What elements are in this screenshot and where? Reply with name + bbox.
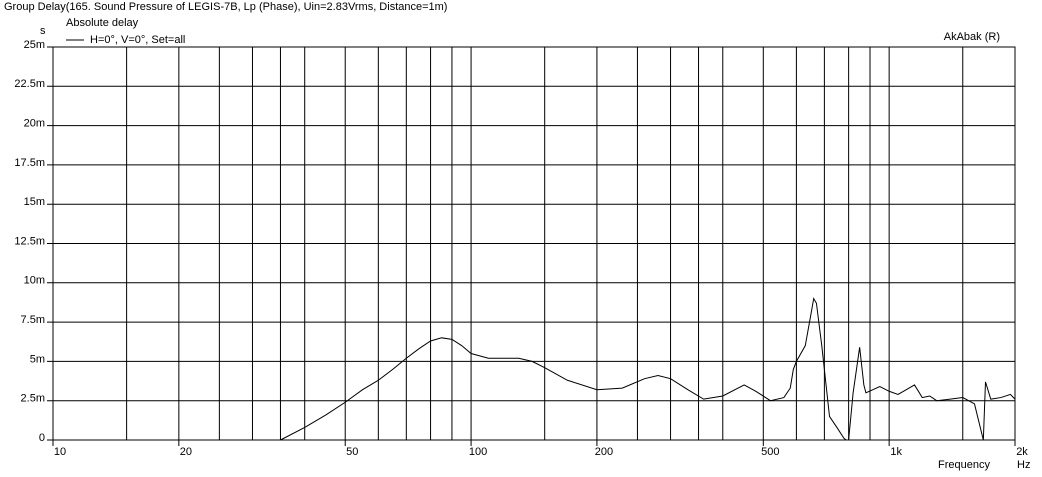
y-tick-label: 2.5m bbox=[21, 393, 45, 405]
x-tick-label: 1k bbox=[890, 446, 902, 458]
y-tick-label: 10m bbox=[24, 275, 45, 287]
y-tick-label: 0 bbox=[39, 432, 45, 444]
y-unit: s bbox=[40, 25, 46, 37]
y-tick-label: 22.5m bbox=[14, 78, 45, 90]
legend-entry: H=0°, V=0°, Set=all bbox=[90, 34, 185, 46]
y-tick-label: 12.5m bbox=[14, 235, 45, 247]
annotation: AkAbak (R) bbox=[944, 31, 1000, 43]
y-tick-label: 15m bbox=[24, 196, 45, 208]
y-tick-label: 20m bbox=[24, 118, 45, 130]
data-line bbox=[280, 297, 1016, 441]
y-tick-label: 17.5m bbox=[14, 157, 45, 169]
x-tick-label: 10 bbox=[54, 446, 66, 458]
x-tick-label: 500 bbox=[761, 446, 779, 458]
chart-title: Group Delay(165. Sound Pressure of LEGIS… bbox=[4, 1, 447, 13]
y-tick-label: 5m bbox=[30, 353, 45, 365]
y-tick-label: 25m bbox=[24, 39, 45, 51]
x-tick-label: 200 bbox=[595, 446, 613, 458]
x-unit: Hz bbox=[1017, 459, 1030, 471]
x-tick-label: 2k bbox=[1016, 446, 1028, 458]
x-tick-label: 20 bbox=[180, 446, 192, 458]
x-tick-label: 50 bbox=[346, 446, 358, 458]
y-tick-label: 7.5m bbox=[21, 314, 45, 326]
x-tick-label: 100 bbox=[469, 446, 487, 458]
legend-title: Absolute delay bbox=[66, 17, 139, 29]
x-axis-label: Frequency bbox=[938, 459, 990, 471]
